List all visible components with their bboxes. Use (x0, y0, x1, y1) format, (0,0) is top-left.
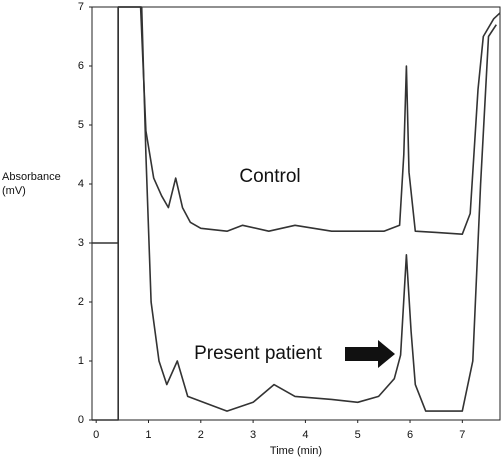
y-tick-label: 3 (78, 237, 84, 249)
x-tick-label: 7 (459, 429, 465, 441)
arrow (345, 340, 395, 368)
annotation: Control (239, 166, 300, 187)
x-tick-label: 3 (250, 429, 256, 441)
plot-frame (91, 6, 501, 421)
y-axis-label: Absorbance (2, 171, 61, 183)
series-line (92, 6, 497, 421)
y-tick-label: 1 (78, 355, 84, 367)
y-tick-label: 0 (78, 414, 84, 426)
x-tick-label: 6 (407, 429, 413, 441)
y-tick-label: 6 (78, 60, 84, 72)
y-axis-label: (mV) (2, 185, 26, 197)
x-axis-label: Time (min) (270, 445, 322, 457)
x-tick-label: 5 (355, 429, 361, 441)
x-tick-label: 0 (93, 429, 99, 441)
y-tick-label: 7 (78, 1, 84, 13)
y-tick-label: 4 (78, 178, 84, 190)
x-tick-label: 1 (145, 429, 151, 441)
series-line (92, 6, 501, 244)
x-tick-label: 4 (302, 429, 308, 441)
y-tick-label: 2 (78, 296, 84, 308)
y-tick-label: 5 (78, 119, 84, 131)
x-tick-label: 2 (198, 429, 204, 441)
annotation: Present patient (194, 343, 323, 364)
